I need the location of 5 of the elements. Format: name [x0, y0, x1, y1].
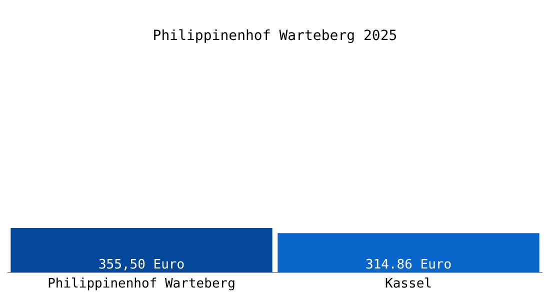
chart-title: Philippinenhof Warteberg 2025 — [152, 28, 398, 44]
data-label: 314.86 Euro — [365, 257, 452, 272]
x-tick-label: Kassel — [385, 276, 432, 292]
data-label: 355,50 Euro — [98, 257, 185, 272]
x-tick-label: Philippinenhof Warteberg — [48, 276, 236, 292]
